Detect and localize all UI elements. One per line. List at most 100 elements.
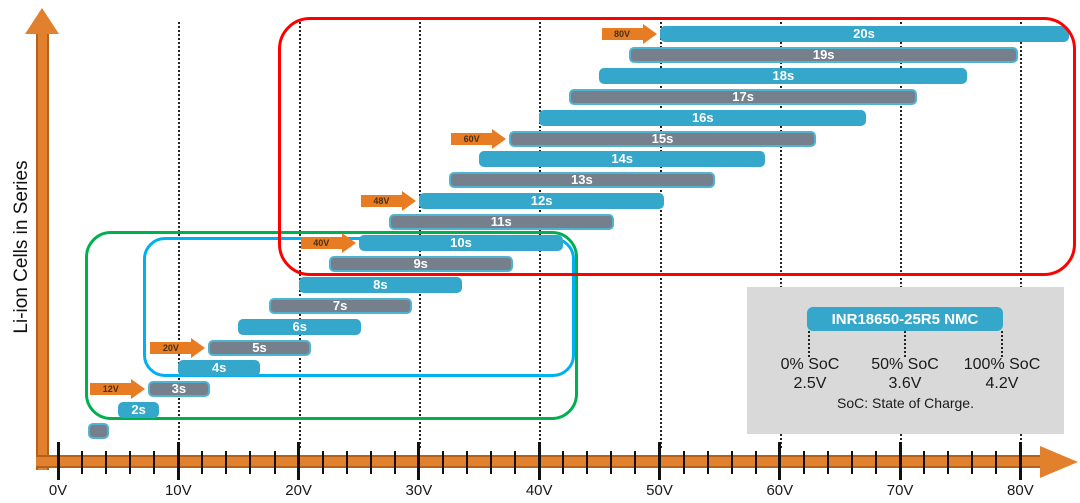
x-tick-minor-78v	[995, 451, 998, 474]
legend-box: INR18650-25R5 NMC 0% SoC 2.5V 50% SoC 3.…	[747, 287, 1064, 434]
x-tick-label-30v: 30V	[405, 482, 433, 499]
x-tick-minor-26v	[369, 451, 372, 474]
series-bar-14s: 14s	[479, 151, 766, 168]
x-tick-major-20v	[297, 442, 301, 480]
series-bar-12s: 12s	[418, 193, 665, 210]
legend-entry-soc: 100% SoC	[963, 356, 1041, 373]
x-tick-minor-34v	[466, 451, 469, 474]
legend-leader-0pct	[808, 331, 810, 357]
legend-footnote: SoC: State of Charge.	[837, 395, 974, 411]
x-tick-major-60v	[778, 442, 782, 480]
series-bar-label: 20s	[853, 26, 875, 41]
callout-arrow-20v: 20V	[150, 337, 206, 358]
x-tick-minor-74v	[947, 451, 950, 474]
x-tick-minor-14v	[225, 451, 228, 474]
series-bar-label: 7s	[332, 297, 348, 313]
x-tick-minor-66v	[850, 451, 853, 474]
x-tick-minor-24v	[345, 451, 348, 474]
x-tick-label-70v: 70V	[886, 482, 914, 499]
x-tick-minor-12v	[201, 451, 204, 474]
series-bar-label: 19s	[812, 46, 835, 62]
series-bar-18s: 18s	[599, 67, 968, 84]
series-bar-4s: 4s	[178, 360, 261, 377]
series-bar-16s: 16s	[539, 109, 867, 126]
series-bar-label: 12s	[530, 193, 553, 209]
callout-arrow-body: 12V	[90, 383, 132, 396]
gridline-60v	[779, 22, 782, 448]
x-tick-minor-36v	[490, 451, 493, 474]
x-tick-major-40v	[537, 442, 541, 480]
series-bar-label: 17s	[732, 88, 754, 104]
x-tick-minor-44v	[586, 451, 589, 474]
callout-arrow-head-icon	[492, 128, 507, 149]
series-bar-3s: 3s	[148, 381, 210, 398]
x-tick-minor-8v	[153, 451, 156, 474]
x-tick-major-70v	[898, 442, 902, 480]
x-axis-arrowhead-icon	[1040, 446, 1078, 478]
legend-entry-voltage: 3.6V	[888, 375, 922, 392]
x-tick-minor-58v	[754, 451, 757, 474]
series-bar-17s: 17s	[569, 88, 917, 105]
series-bar-label: 8s	[373, 276, 388, 292]
x-tick-label-0v: 0V	[48, 482, 68, 499]
callout-arrow-body: 20V	[150, 341, 192, 354]
series-bar-label: 10s	[450, 235, 472, 250]
gridline-80v	[1020, 22, 1023, 448]
legend-entry-50pct: 50% SoC 3.6V	[850, 355, 960, 393]
series-bar-8s: 8s	[298, 276, 463, 293]
series-bar-label: 15s	[651, 130, 674, 146]
series-bar-20s: 20s	[659, 26, 1069, 42]
legend-entry-soc: 50% SoC	[871, 356, 939, 373]
legend-entry-voltage: 2.5V	[793, 375, 827, 392]
y-axis-line	[36, 28, 49, 470]
series-bar-13s: 13s	[448, 172, 715, 189]
callout-arrow-body: 80V	[601, 28, 643, 40]
series-bar-11s: 11s	[388, 214, 614, 231]
x-tick-major-50v	[658, 442, 661, 480]
series-bar-label: 5s	[252, 339, 267, 355]
series-bar-label: 3s	[171, 381, 187, 397]
x-tick-minor-38v	[514, 451, 517, 474]
legend-entry-voltage: 4.2V	[985, 375, 1019, 392]
series-bar-label: 4s	[211, 360, 227, 376]
legend-leader-100pct	[1001, 331, 1003, 357]
legend-title: INR18650-25R5 NMC	[831, 310, 979, 328]
x-tick-label-40v: 40V	[525, 482, 553, 499]
legend-entry-soc: 0% SoC	[780, 356, 840, 373]
x-tick-minor-28v	[393, 451, 396, 474]
callout-arrow-head-icon	[341, 233, 356, 253]
series-bar-label: 14s	[611, 151, 634, 167]
x-tick-label-80v: 80V	[1007, 482, 1034, 499]
callout-arrow-12v: 12V	[90, 379, 146, 400]
x-tick-minor-52v	[682, 451, 685, 474]
legend-entry-0pct: 0% SoC 2.5V	[755, 355, 865, 393]
series-bar-label: 18s	[772, 67, 795, 83]
legend-leader-50pct	[904, 331, 906, 357]
y-axis-title: Li-ion Cells in Series	[11, 160, 32, 334]
gridline-10v	[178, 22, 181, 448]
series-bar-19s: 19s	[629, 46, 1018, 63]
gridline-20v	[298, 22, 301, 448]
x-tick-minor-18v	[273, 451, 276, 474]
x-tick-minor-62v	[802, 451, 805, 474]
callout-arrow-48v: 48V	[360, 191, 416, 212]
series-bar-15s: 15s	[509, 130, 816, 147]
series-bar-label: 6s	[292, 318, 308, 334]
series-bar-label: 2s	[131, 402, 146, 418]
legend-entry-100pct: 100% SoC 4.2V	[947, 355, 1057, 393]
series-bar-9s: 9s	[328, 255, 513, 272]
series-bar-label: 9s	[413, 255, 428, 271]
callout-arrow-body: 40V	[300, 237, 342, 249]
x-tick-label-60v: 60V	[766, 482, 794, 499]
callout-arrow-head-icon	[401, 191, 416, 212]
x-tick-minor-2v	[81, 451, 84, 474]
green-group-outline	[85, 231, 578, 420]
x-tick-label-20v: 20V	[285, 482, 312, 499]
gridline-70v	[900, 22, 903, 448]
x-tick-minor-54v	[706, 451, 709, 474]
x-tick-major-80v	[1018, 442, 1022, 480]
x-tick-minor-42v	[562, 451, 565, 474]
callout-arrow-80v: 80V	[601, 24, 657, 44]
series-bar-7s: 7s	[268, 297, 412, 314]
x-tick-label-50v: 50V	[646, 482, 673, 499]
